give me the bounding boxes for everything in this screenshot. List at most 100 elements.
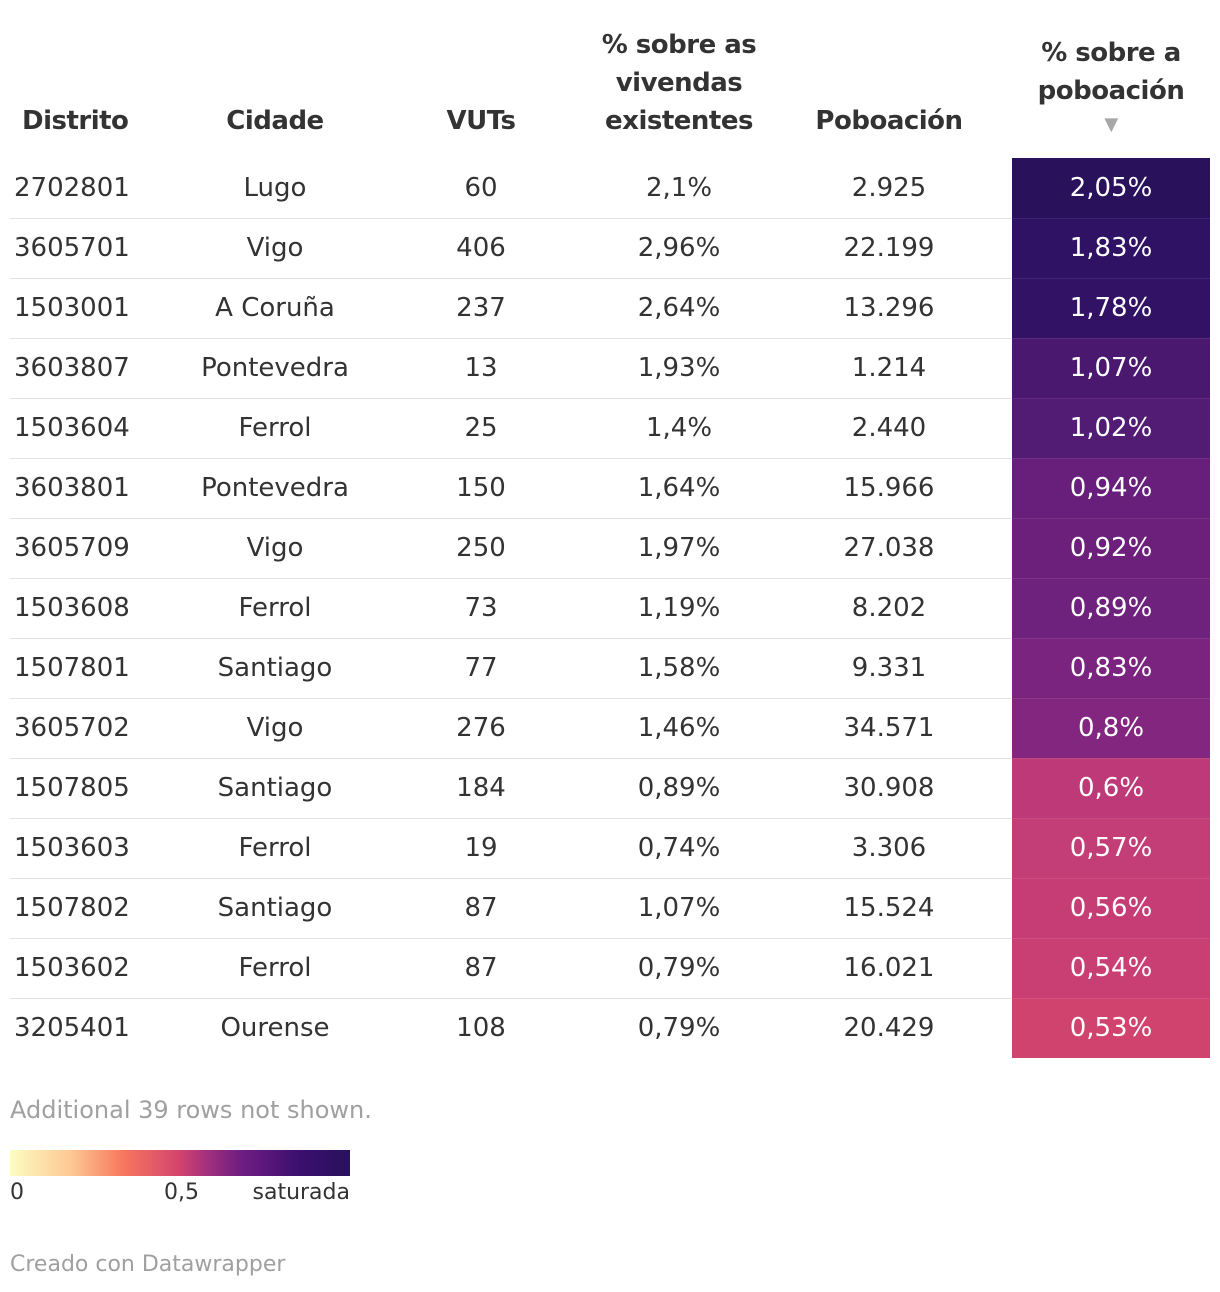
cell-pct-poboacion: 0,8% (1012, 698, 1210, 759)
legend-mid-label: 0,5 (164, 1180, 199, 1205)
table-row: 1503604 Ferrol 25 1,4% 2.440 1,02% (10, 398, 1210, 459)
cell-pct-vivendas: 2,64% (592, 278, 766, 339)
legend-min-label: 0 (10, 1180, 24, 1205)
header-distrito[interactable]: Distrito (22, 106, 129, 136)
cell-vuts: 13 (370, 338, 592, 399)
legend-labels: 0 0,5 saturada (10, 1180, 350, 1210)
cell-poboacion: 34.571 (766, 698, 1012, 759)
cell-distrito: 1503603 (10, 818, 180, 879)
cell-distrito: 3605701 (10, 218, 180, 279)
cell-cidade: Ferrol (180, 938, 370, 999)
cell-poboacion: 15.966 (766, 458, 1012, 519)
rows-hidden-note: Additional 39 rows not shown. (10, 1096, 372, 1124)
cell-cidade: A Coruña (180, 278, 370, 339)
cell-pct-poboacion: 0,6% (1012, 758, 1210, 819)
cell-vuts: 25 (370, 398, 592, 459)
cell-pct-poboacion: 0,83% (1012, 638, 1210, 699)
cell-pct-poboacion: 0,57% (1012, 818, 1210, 879)
cell-pct-vivendas: 0,89% (592, 758, 766, 819)
header-pct-vivendas[interactable]: % sobre as vivendas existentes (592, 0, 766, 158)
cell-poboacion: 8.202 (766, 578, 1012, 639)
cell-vuts: 77 (370, 638, 592, 699)
cell-poboacion: 13.296 (766, 278, 1012, 339)
cell-cidade: Ourense (220, 1013, 330, 1044)
header-pct-poboacion-line-2: poboación (1037, 76, 1185, 106)
cell-distrito: 1503001 (10, 278, 180, 339)
header-pct-vivendas-line-1: % sobre as (601, 30, 757, 60)
cell-vuts: 87 (370, 878, 592, 939)
cell-vuts: 108 (456, 1013, 506, 1044)
cell-poboacion: 30.908 (766, 758, 1012, 819)
cell-vuts: 60 (370, 158, 592, 219)
cell-pct-vivendas: 0,79% (637, 1013, 721, 1044)
cell-pct-poboacion: 1,02% (1012, 398, 1210, 459)
cell-vuts: 87 (370, 938, 592, 999)
table-row: 3205401 Ourense 108 0,79% 20.429 0,53% (10, 998, 1210, 1059)
cell-cidade: Vigo (180, 218, 370, 279)
cell-pct-poboacion: 0,54% (1012, 938, 1210, 999)
cell-vuts: 250 (370, 518, 592, 579)
cell-pct-poboacion: 1,83% (1012, 218, 1210, 279)
chart-container: Distrito Cidade VUTs % sobre as vivendas… (10, 0, 1210, 1059)
table-row: 3603801 Pontevedra 150 1,64% 15.966 0,94% (10, 458, 1210, 519)
table-row: 1507805 Santiago 184 0,89% 30.908 0,6% (10, 758, 1210, 819)
cell-pct-vivendas: 0,79% (592, 938, 766, 999)
cell-poboacion: 3.306 (766, 818, 1012, 879)
cell-cidade: Santiago (180, 878, 370, 939)
cell-pct-vivendas: 2,96% (592, 218, 766, 279)
header-pct-vivendas-line-3: existentes (605, 106, 753, 136)
cell-cidade: Ferrol (180, 398, 370, 459)
cell-poboacion: 16.021 (766, 938, 1012, 999)
table-row: 3605709 Vigo 250 1,97% 27.038 0,92% (10, 518, 1210, 579)
cell-vuts: 150 (370, 458, 592, 519)
cell-vuts: 237 (370, 278, 592, 339)
cell-poboacion: 1.214 (766, 338, 1012, 399)
cell-pct-vivendas: 1,58% (592, 638, 766, 699)
header-poboacion[interactable]: Poboación (815, 106, 963, 136)
legend-gradient-bar (10, 1150, 350, 1176)
cell-pct-vivendas: 1,4% (592, 398, 766, 459)
table-row: 1507802 Santiago 87 1,07% 15.524 0,56% (10, 878, 1210, 939)
header-cidade[interactable]: Cidade (226, 106, 324, 136)
cell-distrito: 3605702 (10, 698, 180, 759)
table-row: 3603807 Pontevedra 13 1,93% 1.214 1,07% (10, 338, 1210, 399)
cell-pct-vivendas: 2,1% (592, 158, 766, 219)
cell-cidade: Pontevedra (180, 458, 370, 519)
cell-cidade: Ferrol (180, 578, 370, 639)
table-row: 1503602 Ferrol 87 0,79% 16.021 0,54% (10, 938, 1210, 999)
cell-cidade: Santiago (180, 638, 370, 699)
cell-pct-poboacion: 0,89% (1012, 578, 1210, 639)
cell-distrito: 1507801 (10, 638, 180, 699)
cell-pct-poboacion: 0,94% (1012, 458, 1210, 519)
cell-cidade: Santiago (180, 758, 370, 819)
cell-pct-vivendas: 1,07% (592, 878, 766, 939)
cell-distrito: 1507805 (10, 758, 180, 819)
cell-cidade: Vigo (180, 698, 370, 759)
cell-vuts: 184 (370, 758, 592, 819)
cell-distrito: 3205401 (14, 1013, 130, 1044)
cell-cidade: Lugo (180, 158, 370, 219)
cell-distrito: 3603807 (10, 338, 180, 399)
table-row: 3605701 Vigo 406 2,96% 22.199 1,83% (10, 218, 1210, 279)
sort-descending-icon[interactable]: ▼ (1104, 114, 1118, 135)
table-row: 1503608 Ferrol 73 1,19% 8.202 0,89% (10, 578, 1210, 639)
cell-pct-poboacion: 0,53% (1012, 998, 1210, 1059)
cell-distrito: 1503604 (10, 398, 180, 459)
cell-poboacion: 2.440 (766, 398, 1012, 459)
cell-pct-vivendas: 1,46% (592, 698, 766, 759)
cell-pct-poboacion: 1,78% (1012, 278, 1210, 339)
cell-pct-vivendas: 1,19% (592, 578, 766, 639)
cell-pct-poboacion: 0,92% (1012, 518, 1210, 579)
cell-pct-poboacion: 1,07% (1012, 338, 1210, 399)
header-vuts[interactable]: VUTs (446, 106, 517, 136)
cell-pct-vivendas: 1,93% (592, 338, 766, 399)
cell-pct-vivendas: 0,74% (592, 818, 766, 879)
table-row: 1503603 Ferrol 19 0,74% 3.306 0,57% (10, 818, 1210, 879)
cell-pct-poboacion: 0,56% (1012, 878, 1210, 939)
cell-poboacion: 2.925 (766, 158, 1012, 219)
table-row: 3605702 Vigo 276 1,46% 34.571 0,8% (10, 698, 1210, 759)
cell-poboacion: 22.199 (766, 218, 1012, 279)
header-pct-poboacion[interactable]: % sobre a poboación ▼ (1012, 0, 1210, 158)
cell-poboacion: 15.524 (766, 878, 1012, 939)
credit-text: Creado con Datawrapper (10, 1252, 286, 1277)
